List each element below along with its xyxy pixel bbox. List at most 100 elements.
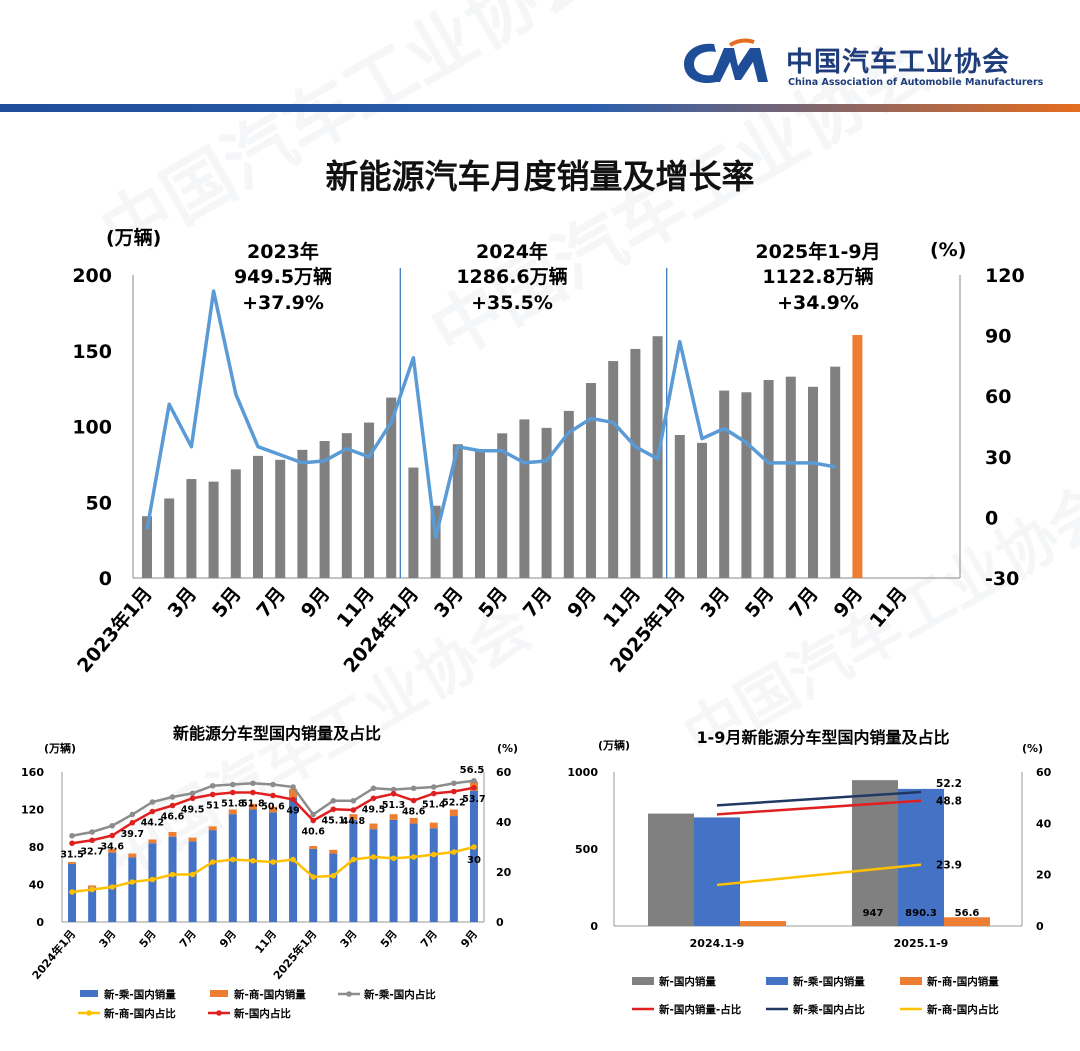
chart2-line-marker — [250, 789, 256, 796]
chart2-legend-label: 新-商-国内占比 — [104, 1007, 176, 1020]
chart2-line-marker — [109, 884, 116, 890]
chart2-x-tick-label: 3月 — [97, 928, 119, 951]
y-left-tick-label: 100 — [72, 417, 112, 439]
chart2-bar-commercial — [389, 814, 398, 820]
chart3-legend-swatch — [632, 977, 654, 985]
chart2-bar-commercial — [409, 817, 418, 824]
chart2-bar-commercial — [449, 809, 458, 817]
chart2-bar-passenger — [88, 887, 97, 922]
chart2-line-marker — [370, 795, 377, 802]
org-name-cn: 中国汽车工业协会 — [786, 47, 1010, 78]
chart2-line-marker — [129, 879, 136, 885]
chart2-bar-passenger — [228, 814, 237, 922]
bar — [186, 479, 197, 578]
chart3-data-label: 48.8 — [936, 796, 962, 808]
chart2-data-label: 51.8 — [221, 799, 245, 810]
chart2-line-marker — [209, 791, 216, 798]
org-name-en: China Association of Automobile Manufact… — [788, 77, 1044, 88]
bar — [741, 392, 752, 578]
chart2-title: 新能源分车型国内销量及占比 — [173, 724, 381, 743]
chart3-legend-label: 新-国内销量-占比 — [659, 1003, 742, 1016]
chart2-bar-passenger — [409, 823, 418, 922]
chart2-line-marker — [109, 832, 116, 839]
chart2-bar-passenger — [429, 828, 438, 922]
bar — [830, 366, 841, 578]
chart3-title: 1-9月新能源分车型国内销量及占比 — [697, 728, 950, 747]
y-left-tick-label: 0 — [99, 568, 112, 590]
growth-rate-line — [145, 289, 836, 540]
chart2-y-left-unit: (万辆) — [44, 741, 76, 755]
bar — [808, 386, 818, 578]
chart2-line-marker — [451, 788, 457, 795]
annotation-total: 1122.8万辆 — [762, 265, 873, 288]
type-domestic-chart: 新能源分车型国内销量及占比 (万辆) (%) 0 40 80 120 160 0 20 40 60 31… — [21, 724, 518, 1020]
chart2-line-marker — [350, 856, 357, 863]
chart2-line-marker — [209, 859, 216, 865]
chart2-y-left-tick-label: 40 — [29, 879, 45, 892]
chart3-line — [716, 799, 922, 816]
chart2-line-marker — [410, 797, 417, 804]
chart3-y-right-tick-label: 20 — [1036, 869, 1052, 882]
chart3-legend-label: 新-国内销量 — [659, 975, 716, 988]
chart2-bar-commercial — [168, 832, 177, 837]
bar — [319, 441, 330, 578]
chart2-bar-passenger — [269, 812, 277, 922]
chart2-line-marker — [270, 859, 276, 865]
bar — [386, 397, 397, 578]
bar — [852, 334, 863, 578]
chart3-data-label: 52.2 — [936, 778, 962, 790]
bar — [164, 498, 175, 578]
y-left-tick-label: 200 — [72, 265, 112, 287]
chart2-line-marker — [430, 851, 437, 858]
chart2-legend-marker — [346, 991, 352, 997]
chart2-line-marker — [189, 795, 196, 802]
chart3-legend-swatch — [766, 977, 788, 985]
chart2-x-tick-label: 9月 — [458, 928, 480, 951]
main-chart-title: 新能源汽车月度销量及增长率 — [325, 157, 755, 196]
chart2-data-label: 50.6 — [261, 802, 285, 813]
x-tick-label: 7月 — [785, 583, 823, 622]
chart2-bar-passenger — [148, 843, 157, 922]
chart2-line-marker — [230, 789, 236, 796]
chart2-data-label: 31.5 — [60, 849, 83, 860]
chart2-bar-passenger — [469, 790, 478, 922]
chart2-bar-passenger — [188, 841, 197, 922]
chart2-line-marker — [69, 840, 75, 847]
chart3-legend-label: 新-乘-国内占比 — [793, 1003, 865, 1016]
chart2-legend-label: 新-国内占比 — [234, 1007, 291, 1020]
chart2-bar-commercial — [208, 826, 217, 831]
chart2-legend-swatch — [80, 990, 98, 997]
chart2-data-label: 56.5 — [460, 765, 485, 776]
chart2-x-tick-label: 2024年1月 — [29, 927, 78, 982]
bar — [142, 516, 152, 578]
chart3-category-label: 2024.1-9 — [690, 937, 745, 950]
chart3-line — [716, 863, 922, 887]
x-tick-label: 7月 — [519, 583, 557, 622]
chart2-bar-passenger — [369, 829, 378, 922]
chart2-line-marker — [270, 792, 276, 799]
chart2-legend-swatch — [210, 990, 228, 997]
chart2-line-marker — [310, 874, 316, 880]
chart2-bar-passenger — [168, 836, 177, 922]
chart2-data-label: 52.2 — [442, 798, 465, 809]
chart2-data-label: 34.6 — [101, 842, 125, 853]
chart2-data-label: 49 — [286, 806, 299, 817]
y-right-tick-label: -30 — [985, 568, 1019, 590]
chart3-y-right-unit: (%) — [1022, 742, 1043, 755]
bar — [253, 455, 263, 578]
chart3-legend-label: 新-乘-国内销量 — [793, 975, 865, 988]
chart2-line-marker — [471, 777, 477, 784]
chart2-line-marker — [350, 797, 357, 804]
chart2-line-marker — [350, 807, 357, 813]
chart2-data-label: 48.6 — [402, 807, 426, 818]
chart2-line-marker — [290, 796, 296, 803]
chart2-data-label: 46.6 — [161, 812, 185, 823]
annotation-growth: +34.9% — [777, 292, 859, 314]
chart2-y-right-tick-label: 60 — [496, 766, 512, 779]
y-right-tick-label: 60 — [985, 386, 1011, 408]
y-left-tick-label: 50 — [86, 492, 112, 514]
chart3-legend-label: 新-商-国内占比 — [927, 1003, 999, 1016]
chart3-y-left-tick-label: 0 — [590, 920, 598, 933]
chart2-line-marker — [169, 871, 176, 878]
